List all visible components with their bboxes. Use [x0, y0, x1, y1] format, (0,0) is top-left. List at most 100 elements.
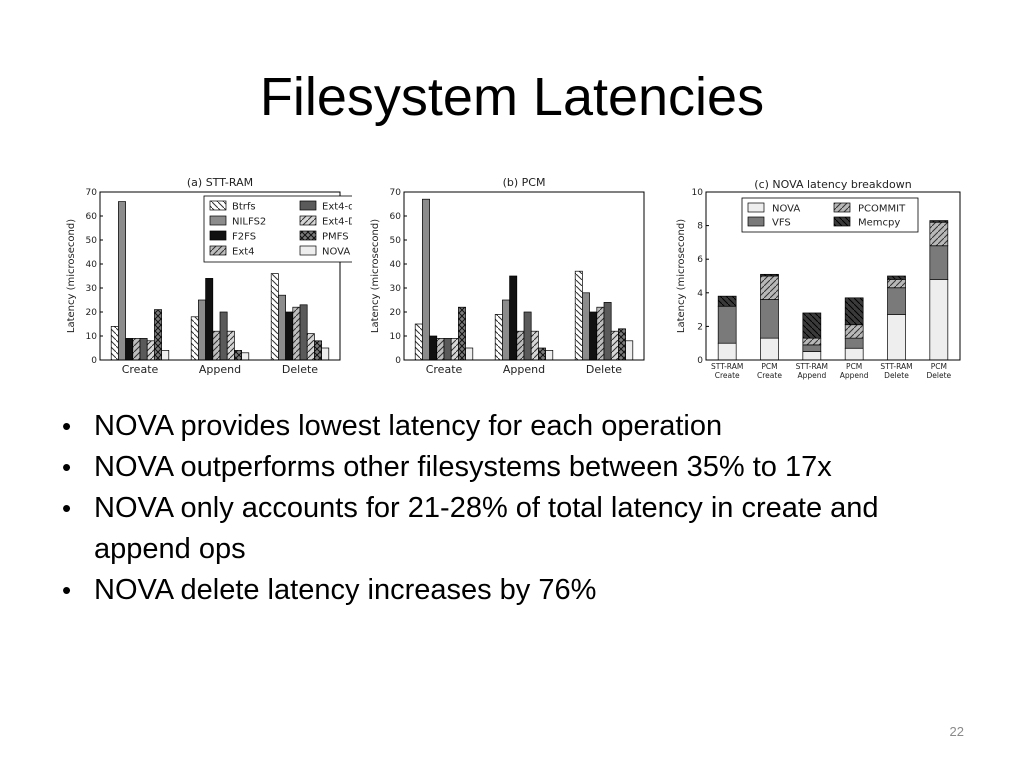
x-tick-label: PCM Delete — [927, 362, 952, 380]
bar-vfs-pcm-append — [844, 337, 864, 349]
bar-btrfs-append — [190, 316, 199, 361]
legend-swatch — [209, 230, 227, 241]
bar-nova-delete — [625, 340, 634, 361]
chart-stt-ram: (a) STT-RAM Latency (microsecond) 0 10 20 30 4… — [56, 172, 381, 393]
bullet-list: • NOVA provides lowest latency for each o… — [56, 406, 976, 611]
x-tick-label: STT-RAM Create — [711, 362, 743, 380]
y-tick-label: 6 — [697, 255, 703, 265]
legend-label: Memcpy — [858, 218, 900, 229]
bullet-text: NOVA only accounts for 21-28% of total l… — [94, 492, 879, 565]
x-tick-label: Append — [503, 363, 545, 376]
bar-ext4-data-delete — [603, 302, 612, 361]
y-tick-label: 0 — [395, 356, 401, 366]
bar-pcommit-pcm-create — [760, 275, 779, 300]
legend-swatch — [299, 215, 317, 226]
y-tick-label: 70 — [86, 188, 98, 198]
bar-btrfs-delete — [574, 270, 583, 361]
y-axis-label: Latency (microsecond) — [676, 219, 687, 333]
bar-f2fs-delete — [589, 311, 598, 361]
chart-pcm: (b) PCM Latency (microsecond) 0 10 20 30 40 50 6… — [360, 172, 656, 393]
bar-nova-delete — [321, 347, 330, 361]
y-axis-label: Latency (microsecond) — [66, 219, 77, 333]
bar-nova-append — [241, 352, 250, 361]
bar-ext4-data-create — [443, 338, 452, 361]
legend-swatch — [299, 245, 317, 256]
y-tick-label: 10 — [86, 332, 98, 342]
bar-pmfs-append — [234, 350, 242, 361]
bar-f2fs-create — [125, 338, 134, 361]
plot-frame — [705, 191, 961, 361]
chart-nova-breakdown: (c) NOVA latency breakdown Latency (micro… — [668, 172, 968, 393]
x-tick-label-line: Append — [840, 371, 869, 380]
bullet-item: • NOVA delete latency increases by 76% — [56, 570, 976, 611]
bar-ext4-dax-create — [450, 338, 459, 361]
x-tick-label-line: STT-RAM — [796, 362, 828, 371]
legend-label: Ext4 — [232, 247, 255, 258]
charts-row: (a) STT-RAM Latency (microsecond) 0 10 20 30 4… — [56, 172, 976, 388]
legend-box — [741, 197, 919, 233]
bullet-dot: • — [62, 452, 72, 482]
bar-pcommit-pcm-delete — [929, 221, 949, 247]
bar-ext4-create — [436, 338, 445, 361]
bar-memcpy-stt-ram-create — [717, 295, 737, 307]
legend-label: NOVA — [322, 247, 350, 258]
bar-pcommit-stt-ram-append — [802, 337, 822, 346]
y-tick-label: 10 — [390, 332, 402, 342]
bar-nova-pcm-delete — [929, 279, 949, 361]
legend-label: PCOMMIT — [858, 204, 906, 215]
bullet-item: • NOVA only accounts for 21-28% of total … — [56, 488, 976, 570]
bar-nova-pcm-create — [760, 337, 779, 361]
chart-title: (a) STT-RAM — [187, 176, 253, 189]
bar-memcpy-stt-ram-append — [802, 312, 822, 339]
x-tick-label-line: Append — [797, 371, 826, 380]
bar-nilfs2-delete — [582, 292, 590, 361]
bar-f2fs-create — [429, 335, 438, 361]
x-tick-label: PCM Create — [757, 362, 782, 380]
legend-label: PMFS — [322, 232, 349, 243]
bar-ext4-delete — [596, 306, 605, 361]
x-tick-label: STT-RAM Append — [796, 362, 828, 380]
bar-ext4-dax-create — [146, 340, 155, 361]
bar-btrfs-create — [414, 323, 423, 361]
y-tick-label: 40 — [86, 260, 98, 270]
bar-nilfs2-append — [502, 299, 510, 361]
legend-swatch — [209, 245, 227, 256]
bar-ext4-create — [132, 338, 141, 361]
x-tick-label-line: STT-RAM — [880, 362, 912, 371]
bar-ext4-append — [516, 330, 525, 361]
legend-label: NOVA — [772, 204, 800, 215]
bar-f2fs-append — [509, 275, 518, 361]
bar-ext4-dax-append — [530, 330, 539, 361]
bar-btrfs-delete — [270, 273, 279, 361]
y-tick-label: 30 — [86, 284, 98, 294]
bullet-dot: • — [62, 493, 72, 523]
y-tick-label: 50 — [390, 236, 402, 246]
legend-box — [203, 195, 381, 263]
plot-frame — [99, 191, 341, 361]
x-tick-label-line: PCM — [931, 362, 947, 371]
y-tick-label: 60 — [390, 212, 402, 222]
bar-vfs-pcm-delete — [929, 245, 949, 280]
y-tick-label: 0 — [697, 356, 703, 366]
legend-swatch — [299, 200, 317, 211]
x-tick-label-line: PCM — [846, 362, 862, 371]
y-tick-label: 8 — [697, 222, 703, 232]
legend-label: Btrfs — [232, 202, 256, 213]
bar-btrfs-append — [494, 314, 503, 361]
bar-pmfs-create — [458, 306, 466, 361]
y-tick-label: 20 — [86, 308, 98, 318]
bullet-dot: • — [62, 575, 72, 605]
bar-pmfs-delete — [618, 328, 626, 361]
bar-ext4-data-append — [219, 311, 228, 361]
bar-memcpy-stt-ram-delete — [887, 275, 906, 280]
bar-btrfs-create — [110, 326, 119, 361]
legend-label: F2FS — [232, 232, 256, 243]
legend-swatch — [833, 202, 851, 213]
chart-pcm-svg: (b) PCM Latency (microsecond) 0 10 20 30 40 50 6… — [370, 176, 645, 376]
y-tick-label: 50 — [86, 236, 98, 246]
bar-nova-append — [545, 350, 554, 361]
bar-nova-stt-ram-append — [802, 351, 822, 361]
y-tick-label: 30 — [390, 284, 402, 294]
bar-nilfs2-delete — [278, 294, 286, 361]
x-tick-label: Delete — [282, 363, 318, 376]
